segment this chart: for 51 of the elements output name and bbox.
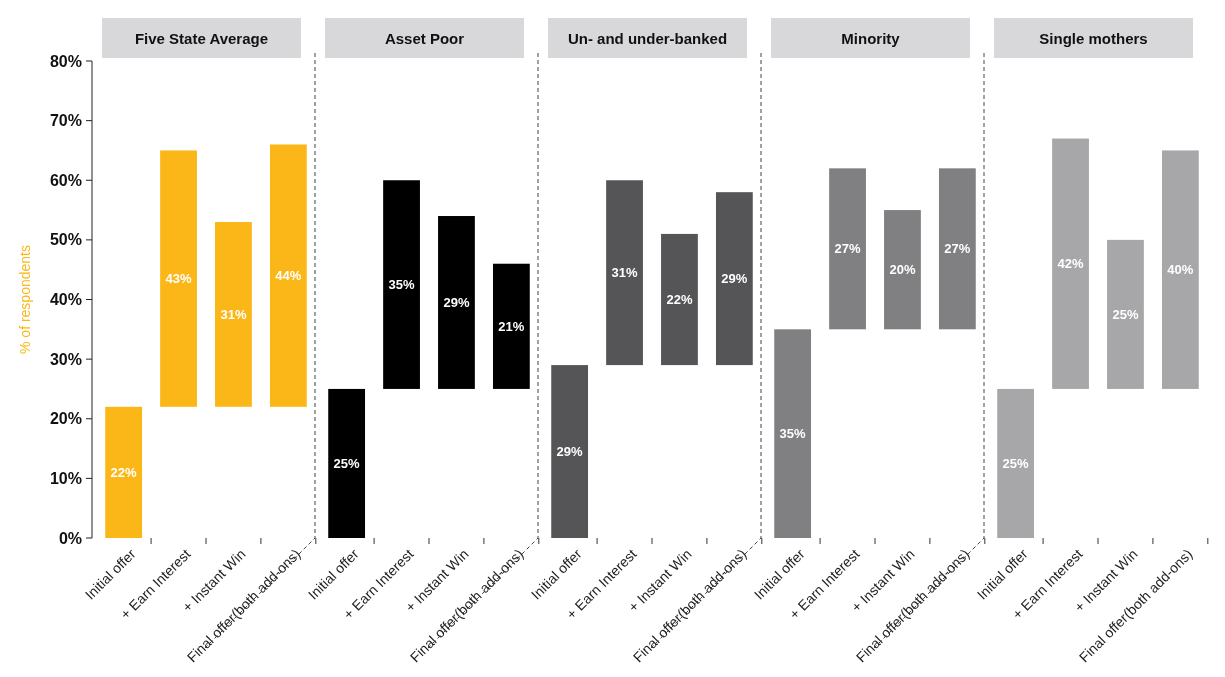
- data-label: 29%: [443, 295, 470, 311]
- data-label: 31%: [220, 306, 247, 322]
- bar: [105, 406, 143, 538]
- bar: [269, 144, 307, 407]
- bar: [438, 216, 475, 389]
- bar: [551, 365, 589, 538]
- data-label: 22%: [666, 292, 693, 308]
- y-tick-label: 50%: [49, 231, 82, 249]
- y-tick-label: 0%: [58, 529, 82, 547]
- data-label: 20%: [889, 262, 916, 278]
- data-label: 40%: [1167, 262, 1194, 278]
- data-label: 25%: [1002, 456, 1030, 472]
- bar: [1107, 239, 1144, 389]
- chart-title: Un- and under-banked: [567, 30, 728, 48]
- chart-title: Asset Poor: [384, 30, 465, 48]
- bar: [661, 233, 698, 366]
- data-label: 29%: [556, 444, 584, 460]
- chart-title: Five State Average: [134, 30, 269, 48]
- y-tick-label: 10%: [49, 469, 82, 487]
- chart-title: Single mothers: [1039, 30, 1148, 48]
- chart-title: Minority: [841, 30, 901, 48]
- y-tick-label: 80%: [49, 52, 82, 70]
- bar: [215, 221, 252, 407]
- bar: [1052, 138, 1089, 389]
- bar: [1161, 150, 1199, 389]
- data-label: 25%: [333, 456, 361, 472]
- bar: [715, 192, 753, 366]
- y-tick-label: 30%: [49, 350, 82, 368]
- data-label: 35%: [388, 277, 415, 293]
- y-tick-label: 60%: [49, 171, 82, 189]
- data-label: 25%: [1112, 306, 1139, 322]
- data-label: 43%: [165, 271, 192, 287]
- bar: [492, 263, 530, 389]
- bar: [606, 180, 643, 366]
- data-label: 27%: [944, 241, 971, 257]
- y-axis-title: % of respondents: [17, 245, 33, 354]
- bar: [328, 388, 366, 538]
- data-label: 44%: [275, 268, 302, 284]
- data-label: 21%: [498, 318, 525, 334]
- data-label: 29%: [721, 271, 748, 287]
- bar: [383, 180, 420, 389]
- data-label: 35%: [779, 426, 807, 442]
- data-label: 42%: [1057, 256, 1084, 272]
- bar: [160, 150, 197, 407]
- y-tick-label: 20%: [49, 410, 82, 428]
- data-label: 31%: [611, 265, 638, 281]
- y-tick-label: 40%: [49, 291, 82, 309]
- data-label: 22%: [110, 464, 138, 480]
- y-tick-label: 70%: [49, 112, 82, 130]
- data-label: 27%: [834, 241, 861, 257]
- bar: [997, 388, 1035, 538]
